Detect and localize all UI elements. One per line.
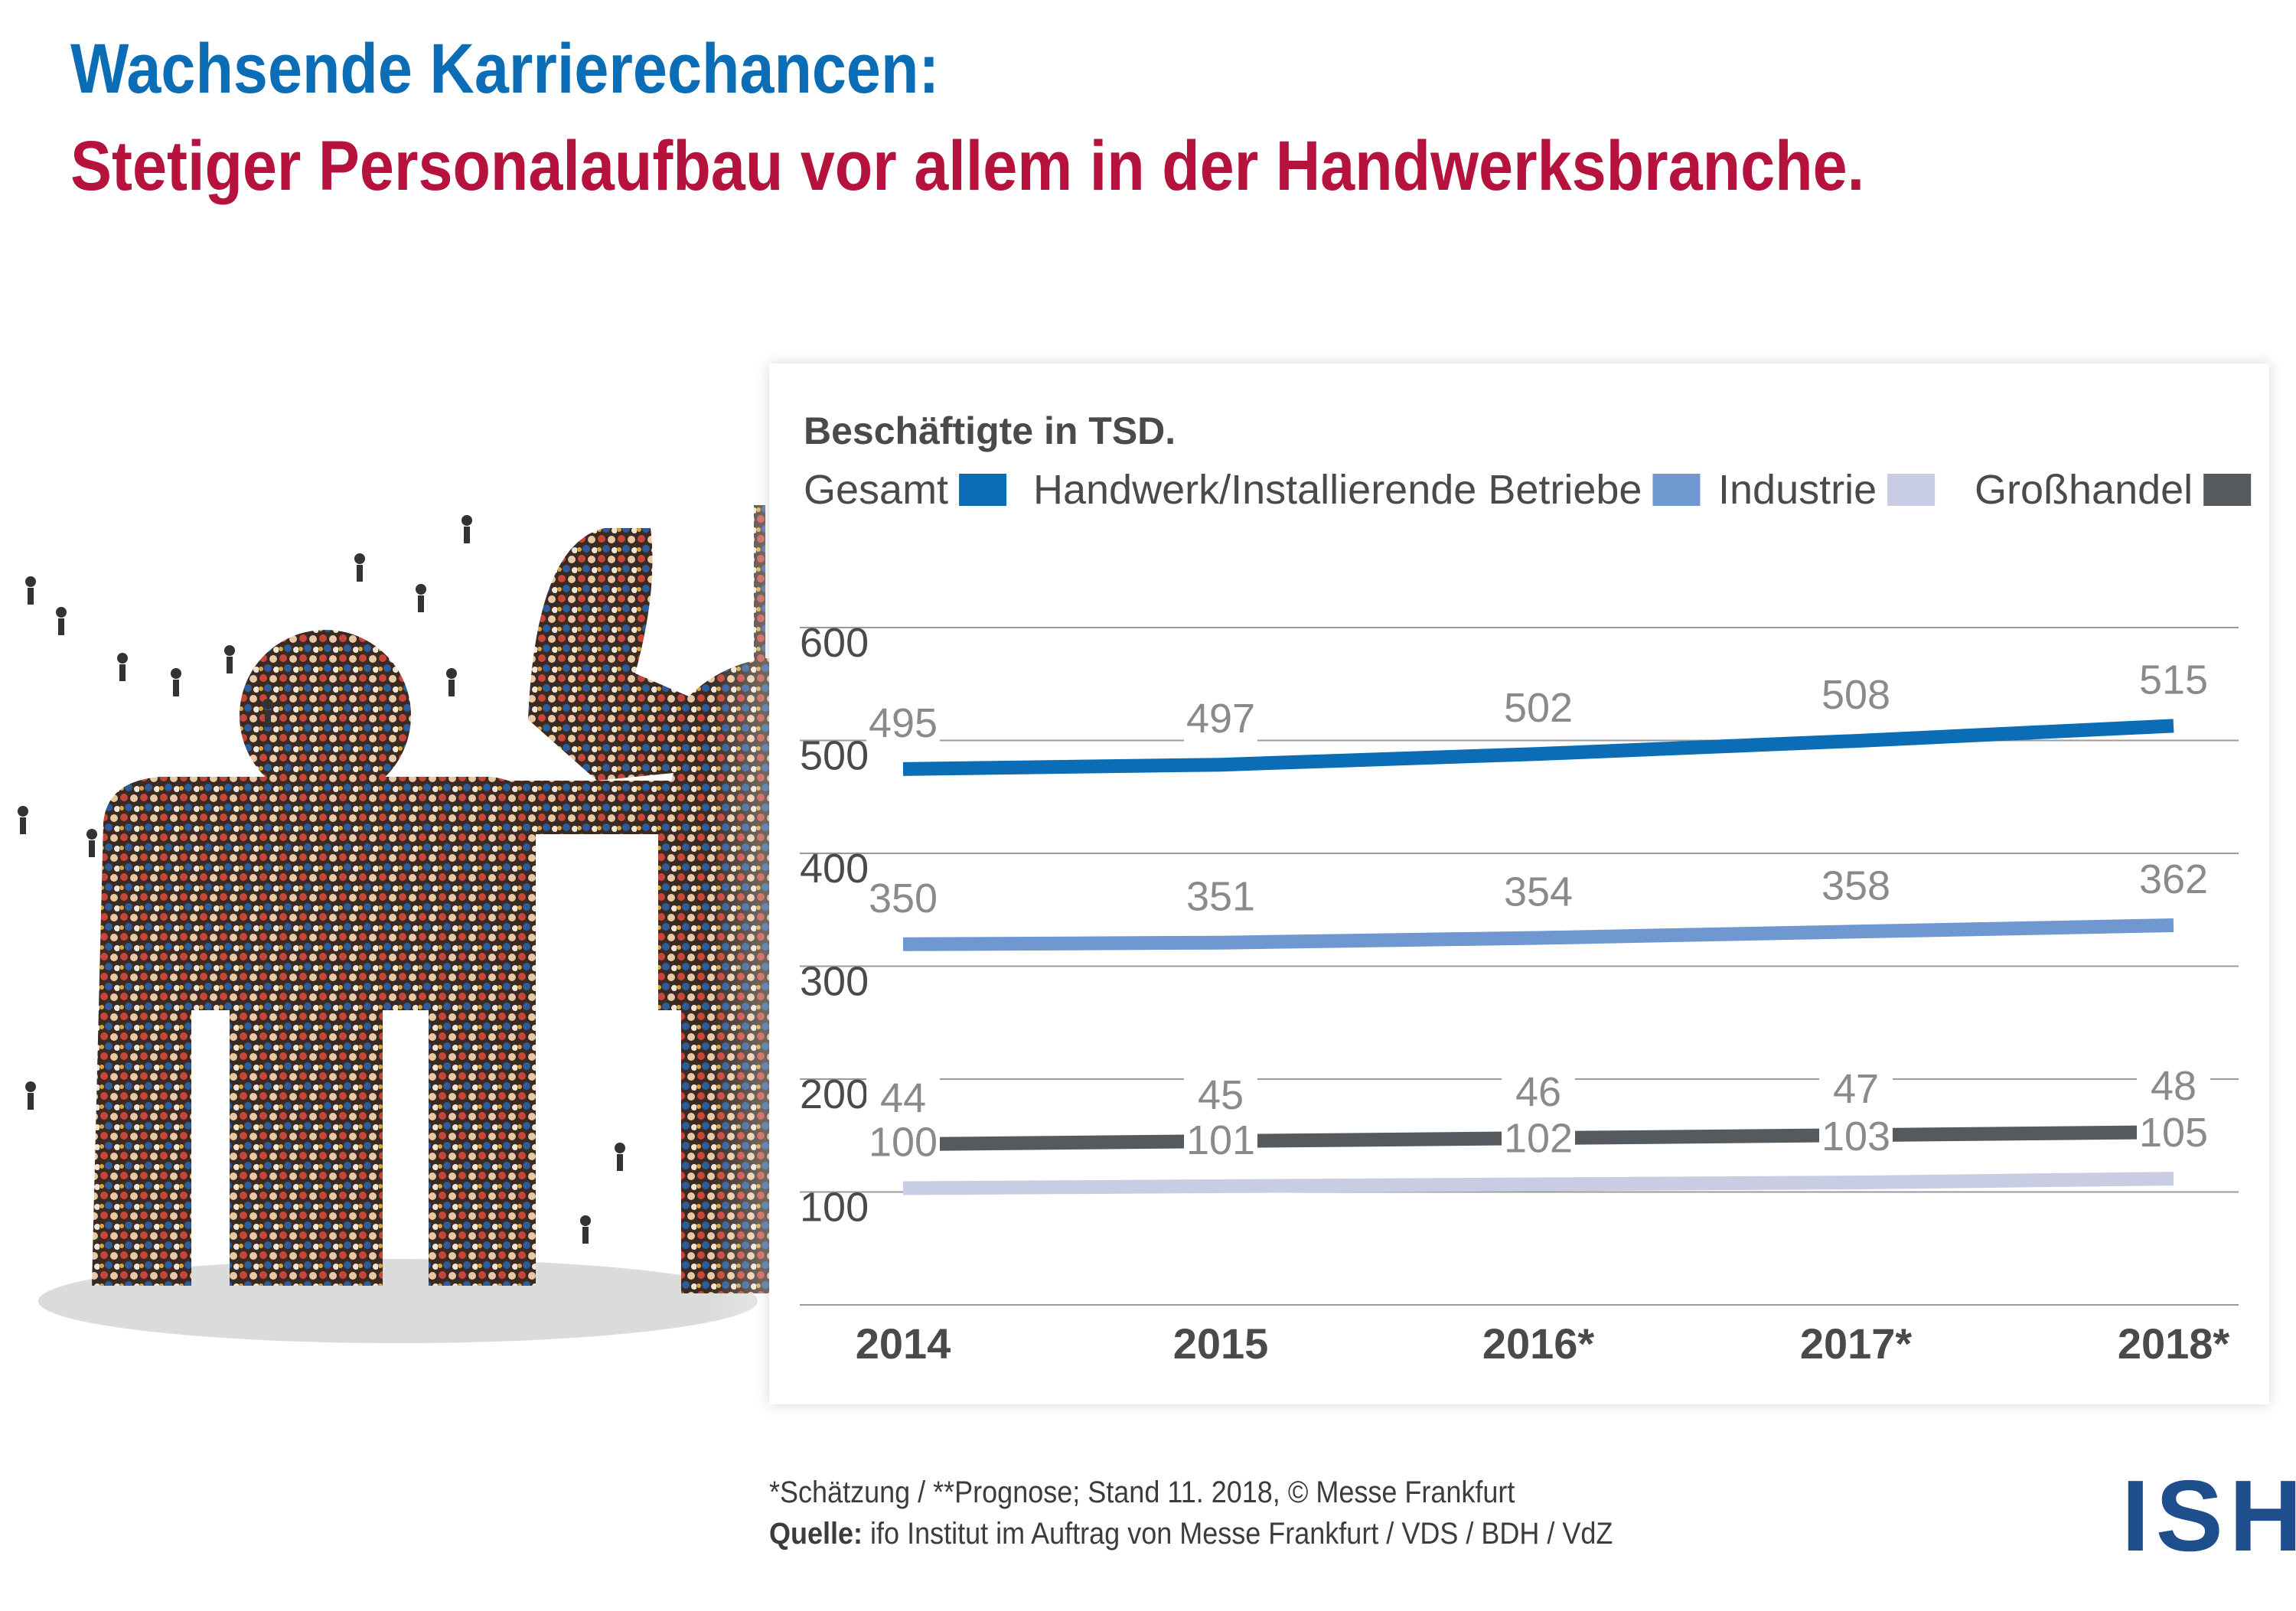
y-tick-label: 200 [800, 1071, 869, 1117]
data-label-bg [866, 1119, 940, 1166]
data-label-industrie: 100 [869, 1120, 938, 1166]
y-axis-ticks: 100 200 300 400 500 600 [800, 620, 869, 1231]
x-tick-label: 2018* [2118, 1319, 2230, 1368]
data-label-gesamt: 502 [1504, 685, 1573, 731]
legend-swatch-gesamt [959, 474, 1007, 506]
source-line: Quelle: ifo Institut im Auftrag von Mess… [769, 1517, 1613, 1551]
source-text: ifo Institut im Auftrag von Messe Frankf… [870, 1517, 1613, 1551]
page-title: Wachsende Karrierechancen: [70, 30, 940, 108]
data-label-bg [1184, 696, 1257, 742]
data-label-bg [1502, 1069, 1575, 1116]
data-label-bg [1819, 672, 1893, 719]
data-label-industrie: 105 [2139, 1110, 2208, 1156]
crowd-people-illustration [0, 474, 865, 1370]
data-label-handwerk: 351 [1186, 874, 1255, 920]
ish-logo: ISH [2122, 1459, 2296, 1572]
series-line-industrie [902, 1172, 2174, 1195]
data-label-grosshandel: 44 [880, 1075, 926, 1121]
legend-label: Industrie [1718, 467, 1877, 513]
data-label-bg [866, 700, 940, 746]
data-label-handwerk: 354 [1504, 869, 1573, 915]
data-label-handwerk: 358 [1821, 863, 1890, 908]
data-label-grosshandel: 47 [1833, 1066, 1879, 1112]
data-label-bg [2137, 1063, 2210, 1110]
data-label-handwerk: 362 [2139, 856, 2208, 902]
series-line-handwerk [902, 918, 2174, 951]
y-tick-label: 100 [800, 1185, 869, 1231]
data-label-grosshandel: 45 [1198, 1072, 1244, 1118]
data-label-bg [2137, 1110, 2210, 1156]
series-line-gesamt [902, 719, 2174, 776]
data-label-gesamt: 497 [1186, 696, 1255, 742]
y-tick-label: 500 [800, 733, 869, 779]
data-label-bg [1819, 1114, 1893, 1160]
x-tick-label: 2016* [1482, 1319, 1595, 1368]
data-label-bg [2137, 657, 2210, 703]
x-tick-label: 2014 [856, 1319, 951, 1368]
footnote: *Schätzung / **Prognose; Stand 11. 2018,… [769, 1476, 1515, 1509]
data-label-handwerk: 350 [869, 876, 938, 921]
data-label-industrie: 103 [1821, 1114, 1890, 1159]
x-tick-label: 2017* [1800, 1319, 1913, 1368]
data-label-industrie: 102 [1504, 1116, 1573, 1162]
data-label-bg [1819, 863, 1893, 909]
legend-label: Großhandel [1975, 467, 2193, 513]
data-labels: 495 497 502 508 515 350 351 354 358 362 100 101 102 1… [866, 657, 2210, 1166]
legend-swatch-industrie [1887, 474, 1936, 506]
data-label-gesamt: 495 [869, 700, 938, 746]
y-tick-label: 300 [800, 959, 869, 1005]
data-label-gesamt: 515 [2139, 657, 2208, 703]
data-label-grosshandel: 46 [1515, 1069, 1561, 1115]
data-label-bg [1502, 869, 1575, 915]
data-label-bg [2137, 856, 2210, 903]
data-label-bg [1184, 873, 1257, 920]
line-chart: Beschäftigte in TSD. Gesamt Handwerk/Inst… [800, 409, 2252, 1368]
chart-panel: Beschäftigte in TSD. Gesamt Handwerk/Inst… [769, 364, 2269, 1404]
legend-swatch-handwerk [1652, 474, 1701, 506]
data-label-bg [866, 1075, 940, 1122]
y-tick-label: 400 [800, 846, 869, 892]
data-label-bg [1184, 1072, 1257, 1119]
x-tick-label: 2015 [1173, 1319, 1269, 1368]
page-subtitle: Stetiger Personalaufbau vor allem in der… [70, 127, 1865, 205]
data-label-bg [1819, 1066, 1893, 1113]
y-tick-label: 600 [800, 620, 869, 666]
data-label-bg [1184, 1117, 1257, 1164]
x-axis-ticks: 2014 2015 2016* 2017* 2018* [856, 1319, 2230, 1368]
data-label-bg [866, 875, 940, 921]
data-label-bg [1502, 1115, 1575, 1162]
data-label-gesamt: 508 [1821, 672, 1890, 718]
legend-label: Gesamt [804, 467, 948, 513]
y-axis-title: Beschäftigte in TSD. [804, 409, 1176, 452]
data-label-industrie: 101 [1186, 1117, 1255, 1163]
legend: Gesamt Handwerk/Installierende Betriebe In… [804, 467, 2252, 513]
legend-label: Handwerk/Installierende Betriebe [1033, 467, 1642, 513]
data-label-grosshandel: 48 [2151, 1063, 2197, 1109]
source-label: Quelle: [769, 1517, 863, 1551]
legend-swatch-grosshandel [2203, 474, 2252, 506]
data-label-bg [1502, 685, 1575, 732]
